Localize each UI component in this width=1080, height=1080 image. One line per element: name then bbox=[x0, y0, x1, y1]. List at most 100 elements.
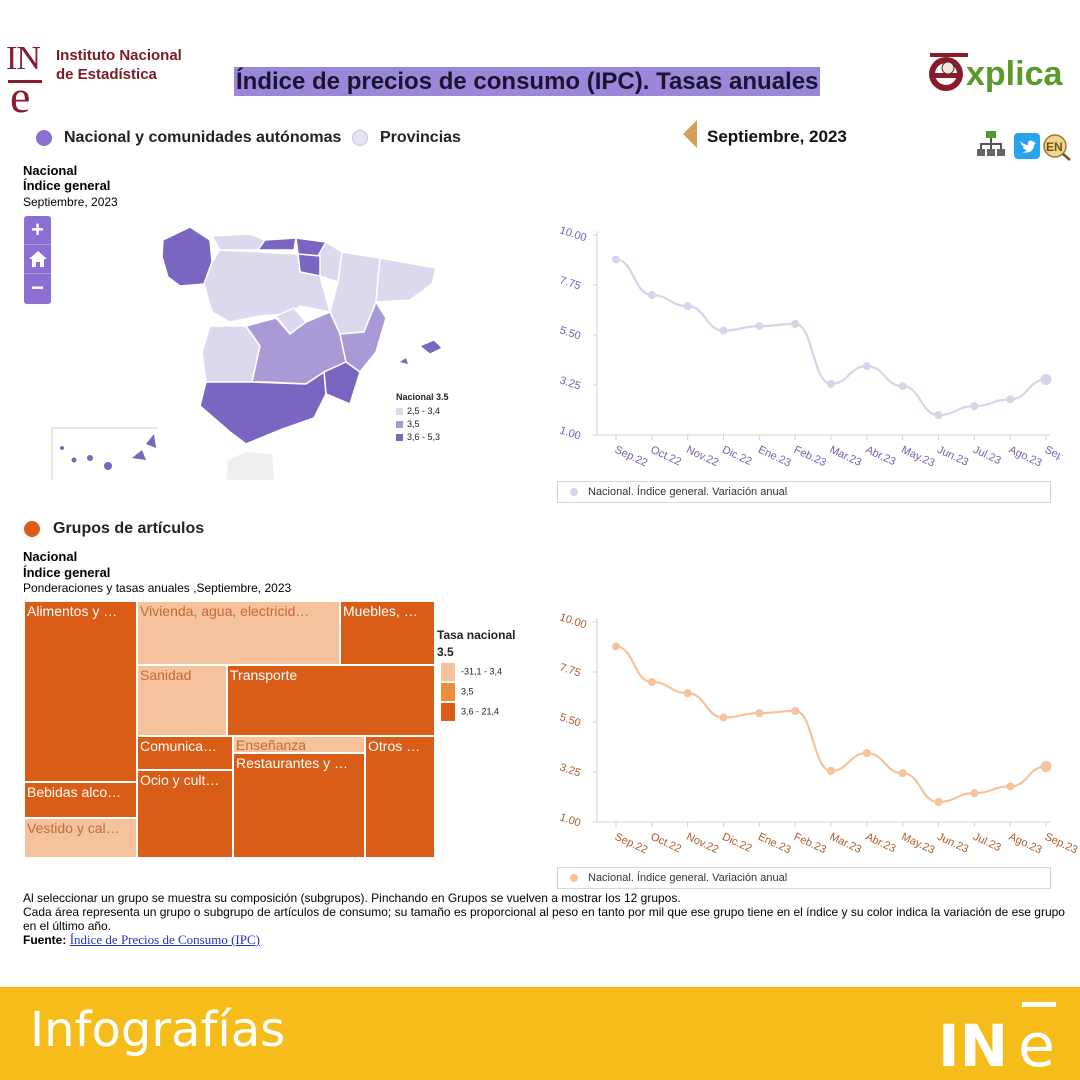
y-tick-label: 5.50 bbox=[558, 711, 582, 729]
legend-swatch bbox=[396, 421, 403, 429]
regions-radio-label[interactable]: Nacional y comunidades autónomas bbox=[64, 129, 342, 146]
region-baleares bbox=[419, 339, 443, 355]
source-label: Fuente: bbox=[23, 933, 67, 947]
y-tick-label: 10.00 bbox=[558, 611, 588, 631]
spain-map[interactable] bbox=[50, 222, 470, 480]
treemap-cell[interactable]: Sanidad bbox=[137, 665, 227, 736]
treemap-cell[interactable]: Alimentos y … bbox=[24, 601, 137, 782]
data-point bbox=[1040, 760, 1052, 772]
data-point bbox=[1006, 395, 1015, 404]
treemap-label: Sanidad bbox=[140, 667, 192, 683]
x-tick-label: Feb.23 bbox=[792, 831, 828, 856]
explica-logo[interactable]: xplica bbox=[928, 40, 1074, 106]
y-tick-label: 3.25 bbox=[558, 374, 582, 392]
region-castilla-leon bbox=[203, 249, 332, 323]
provinces-radio-label[interactable]: Provincias bbox=[380, 129, 461, 146]
english-language-icon[interactable]: EN bbox=[1043, 133, 1071, 161]
treemap-label: Alimentos y … bbox=[27, 603, 118, 619]
legend-swatch bbox=[396, 408, 403, 416]
x-tick-label: Mar.23 bbox=[828, 444, 864, 469]
data-point bbox=[612, 642, 620, 651]
data-point bbox=[683, 302, 692, 311]
x-tick-label: Sep.23 bbox=[1043, 444, 1060, 470]
treemap-legend-item: 3,6 - 21,4 bbox=[441, 703, 499, 721]
map-title-line2: Índice general bbox=[23, 178, 111, 193]
data-point bbox=[1006, 782, 1015, 791]
legend-swatch bbox=[441, 683, 455, 701]
previous-period-icon[interactable] bbox=[683, 120, 697, 148]
legend-dot bbox=[570, 874, 578, 883]
home-icon bbox=[28, 251, 47, 267]
x-tick-label: Abr.23 bbox=[864, 831, 898, 855]
sitemap-icon[interactable] bbox=[976, 130, 1005, 156]
x-tick-label: May.23 bbox=[899, 444, 936, 470]
x-tick-label: Ago.23 bbox=[1007, 831, 1044, 857]
zoom-out-button[interactable]: − bbox=[31, 275, 44, 300]
x-tick-label: Jun.23 bbox=[935, 831, 970, 856]
svg-text:IN: IN bbox=[938, 1012, 1008, 1072]
data-point bbox=[755, 709, 764, 718]
treemap-label: Vivienda, agua, electricid… bbox=[140, 603, 310, 619]
map-legend-title: Nacional 3.5 bbox=[396, 392, 449, 402]
region-cataluna bbox=[375, 257, 437, 303]
data-point bbox=[862, 362, 871, 371]
data-point bbox=[827, 766, 835, 775]
y-tick-label: 1.00 bbox=[558, 424, 582, 442]
treemap-cell[interactable]: Ocio y cult… bbox=[137, 770, 233, 858]
line-chart-groups[interactable]: 1.00 3.25 5.50 7.75 10.00 Sep.22 Oct.22 Nov.22 D… bbox=[540, 592, 1079, 864]
data-point bbox=[647, 291, 656, 299]
treemap-cell[interactable]: Comunica… bbox=[137, 736, 233, 770]
legend-series-label: Nacional. Índice general. Variación anua… bbox=[588, 872, 788, 884]
map-zoom-controls: + − bbox=[24, 216, 51, 304]
x-tick-label: Ene.23 bbox=[756, 831, 793, 857]
data-point bbox=[934, 411, 943, 419]
region-galicia bbox=[161, 226, 213, 287]
treemap-cell[interactable]: Enseñanza bbox=[233, 736, 365, 753]
notes: Al seleccionar un grupo se muestra su co… bbox=[23, 891, 1075, 947]
source-link[interactable]: Índice de Precios de Consumo (IPC) bbox=[69, 932, 260, 947]
regions-radio[interactable] bbox=[36, 130, 52, 146]
treemap-cell[interactable]: Transporte bbox=[227, 665, 435, 736]
region-andalucia bbox=[199, 370, 327, 445]
x-tick-label: Jun.23 bbox=[935, 444, 970, 469]
treemap-cell[interactable]: Vivienda, agua, electricid… bbox=[137, 601, 340, 665]
treemap-cell[interactable]: Restaurantes y … bbox=[233, 753, 365, 858]
x-tick-label: Dic.22 bbox=[720, 444, 753, 468]
y-tick-label: 3.25 bbox=[558, 761, 582, 779]
legend-label: 2,5 - 3,4 bbox=[407, 406, 441, 416]
x-tick-label: Sep.23 bbox=[1043, 831, 1080, 857]
data-point bbox=[791, 319, 800, 328]
x-tick-label: Sep.22 bbox=[613, 831, 650, 857]
treemap-cell[interactable]: Bebidas alco… bbox=[24, 782, 137, 818]
x-tick-label: Dic.22 bbox=[720, 831, 753, 855]
chart-legend-regions: Nacional. Índice general. Variación anua… bbox=[557, 481, 1051, 503]
provinces-radio[interactable] bbox=[352, 130, 368, 146]
data-point bbox=[612, 255, 620, 264]
y-tick-label: 7.75 bbox=[558, 274, 582, 292]
chart-legend-groups: Nacional. Índice general. Variación anua… bbox=[557, 867, 1051, 889]
treemap-cell[interactable]: Muebles, … bbox=[340, 601, 435, 665]
data-point bbox=[970, 789, 979, 798]
treemap-legend-item: -31,1 - 3,4 bbox=[441, 663, 502, 681]
line-chart-regions[interactable]: 1.00 3.25 5.50 7.75 10.00 Sep.22 Oct.22 Nov.22 D… bbox=[540, 205, 1060, 480]
data-point bbox=[827, 379, 835, 388]
groups-title-line1: Nacional bbox=[23, 549, 78, 564]
groups-title-line2: Índice general bbox=[23, 565, 111, 580]
treemap-cell[interactable]: Vestido y cal… bbox=[24, 818, 137, 858]
x-tick-label: Oct.22 bbox=[649, 444, 683, 469]
map-title-line1: Nacional bbox=[23, 163, 78, 178]
data-point bbox=[683, 689, 692, 698]
groups-radio[interactable] bbox=[24, 521, 40, 537]
footer-bar bbox=[0, 987, 1080, 1080]
svg-text:EN: EN bbox=[1046, 140, 1063, 154]
zoom-in-button[interactable]: + bbox=[24, 216, 51, 245]
legend-series-label: Nacional. Índice general. Variación anua… bbox=[588, 486, 788, 498]
treemap-label: Ocio y cult… bbox=[140, 772, 220, 788]
data-point bbox=[970, 402, 979, 411]
groups-label[interactable]: Grupos de artículos bbox=[53, 520, 205, 537]
twitter-icon[interactable] bbox=[1014, 133, 1040, 159]
zoom-home-button[interactable] bbox=[24, 245, 51, 274]
data-point bbox=[791, 706, 800, 715]
treemap-cell[interactable]: Otros … bbox=[365, 736, 435, 858]
ine-logo: IN e bbox=[6, 40, 46, 120]
